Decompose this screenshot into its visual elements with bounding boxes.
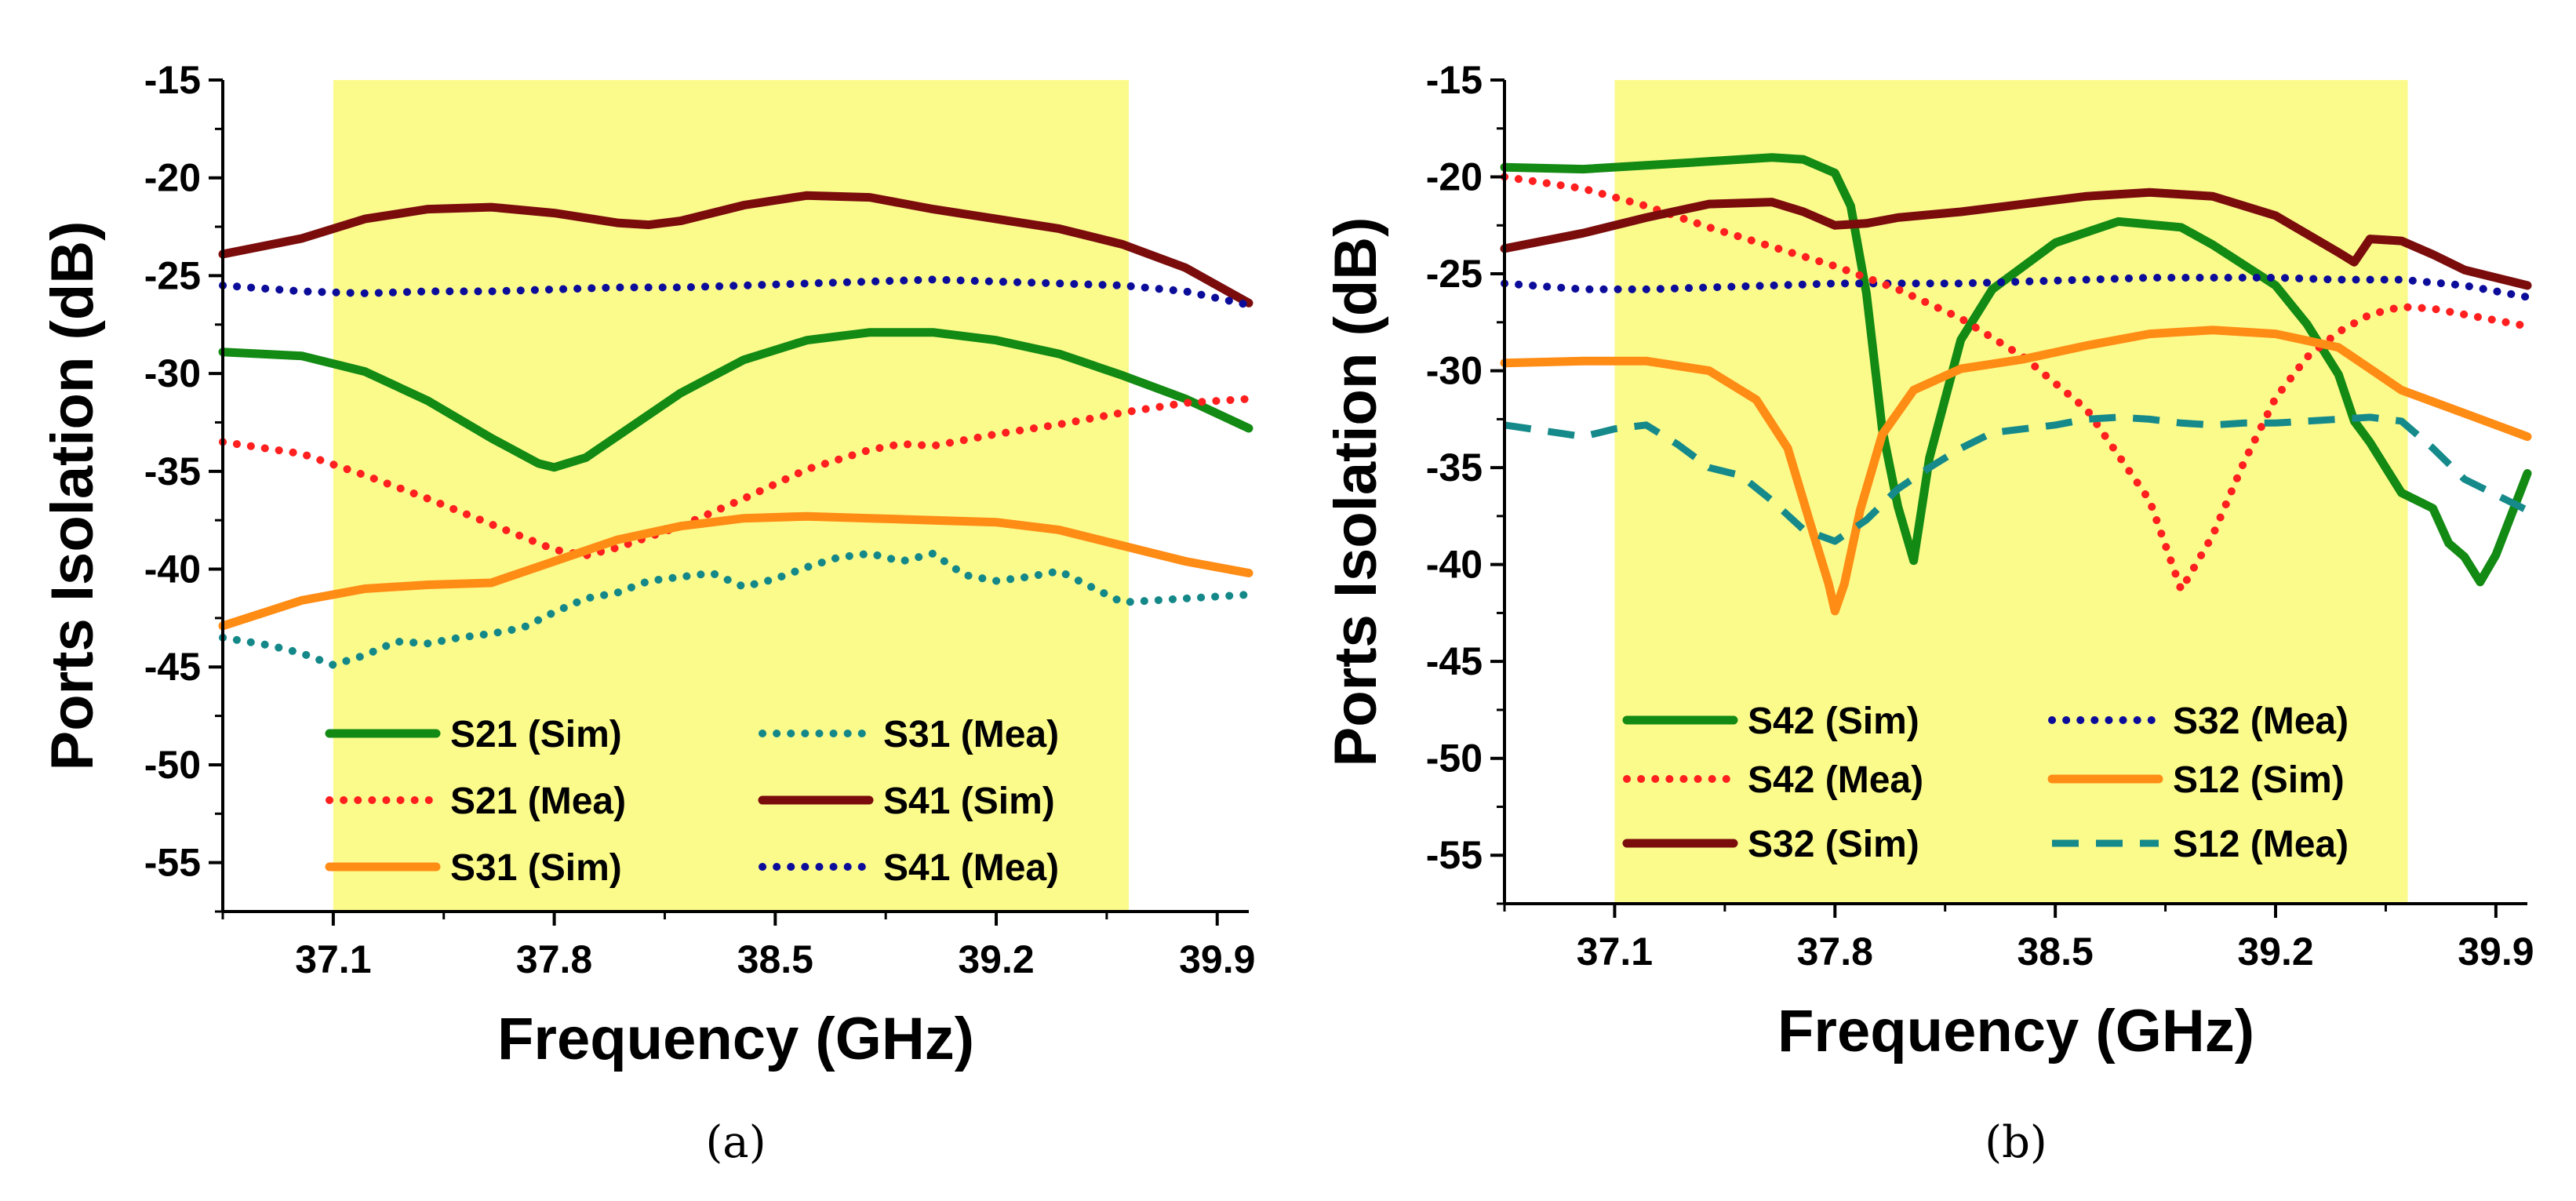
series-line-s41-sim [218,191,1253,308]
series-line-s12-mea [1504,413,2529,545]
y-tick-label: -45 [144,645,201,689]
legend-label: S31 (Sim) [450,847,622,889]
legend-label: S31 (Mea) [883,714,1059,755]
legend-label: S32 (Mea) [2173,701,2349,742]
y-tick-label: -20 [144,156,201,200]
x-tick-label: 37.1 [1577,930,1653,974]
legend: S42 (Sim) S32 (Mea) S42 (Mea) S12 (Sim) S32 … [1622,701,2349,865]
x-tick-label: 39.9 [1179,937,1255,981]
legend-label: S21 (Mea) [450,781,626,822]
chart-panel-b: -15 -20 -25 -30 -35 -40 -45 -50 -55 37.1 37.8 38.5 3… [1323,58,2534,1168]
series-line-s31-sim [218,511,1253,631]
x-tick-label: 39.2 [2237,930,2313,974]
x-tick-label: 39.9 [2458,930,2534,974]
legend-label: S12 (Sim) [2173,759,2345,801]
legend-label: S42 (Mea) [1748,759,1923,801]
legend-label: S12 (Mea) [2173,824,2349,865]
y-tick-label: -25 [144,253,201,297]
y-tick-label: -55 [1426,833,1483,877]
y-tick-label: -30 [144,351,201,395]
legend: S21 (Sim) S31 (Mea) S21 (Mea) S41 (Sim) S31 … [325,714,1059,889]
y-tick-label: -30 [1426,349,1483,393]
y-tick-label: -45 [1426,639,1483,683]
x-tick-label: 38.5 [737,937,813,981]
y-tick-label: -20 [1426,155,1483,199]
series-line-s32-mea [1501,274,2531,301]
y-tick-label: -15 [1426,58,1483,102]
legend-label: S21 (Sim) [450,714,622,755]
y-axis-title: Ports Isolation (dB) [39,221,106,771]
x-tick-label: 39.2 [958,937,1034,981]
series-line-s21-sim [218,328,1253,472]
legend-label: S32 (Sim) [1748,824,1919,865]
legend-label: S41 (Mea) [883,847,1059,889]
y-tick-label: -25 [1426,252,1483,296]
y-tick-label: -35 [1426,446,1483,489]
y-tick-label: -55 [144,841,201,885]
series-line-s21-mea [219,395,1253,560]
x-tick-label: 37.8 [516,937,592,981]
chart-panel-a: -15 -20 -25 -30 -35 -40 -45 -50 -55 37.1 37.8 38.5 3… [39,58,1255,1168]
series-line-s12-sim [1500,326,2532,616]
y-axis-title: Ports Isolation (dB) [1323,217,1389,767]
y-tick-label: -50 [1426,737,1483,781]
series-line-s41-mea [219,275,1253,309]
series-line-s42-mea [1501,173,2531,594]
series-line-s42-sim [1500,153,2532,587]
x-axis-title: Frequency (GHz) [497,1006,974,1072]
legend-label: S41 (Sim) [883,781,1055,822]
x-tick-label: 37.8 [1797,930,1873,974]
x-axis-title: Frequency (GHz) [1777,998,2254,1065]
legend-label: S42 (Sim) [1748,701,1919,742]
series-line-s31-mea [219,549,1253,669]
y-tick-label: -15 [144,58,201,102]
y-tick-label: -40 [1426,543,1483,587]
y-tick-label: -50 [144,743,201,787]
x-tick-label: 38.5 [2017,930,2093,974]
series-line-s32-sim [1500,187,2532,290]
x-tick-label: 37.1 [295,937,371,981]
y-tick-label: -35 [144,449,201,493]
y-tick-label: -40 [144,548,201,591]
panel-caption: (b) [1985,1117,2047,1168]
panel-caption: (a) [705,1117,766,1168]
